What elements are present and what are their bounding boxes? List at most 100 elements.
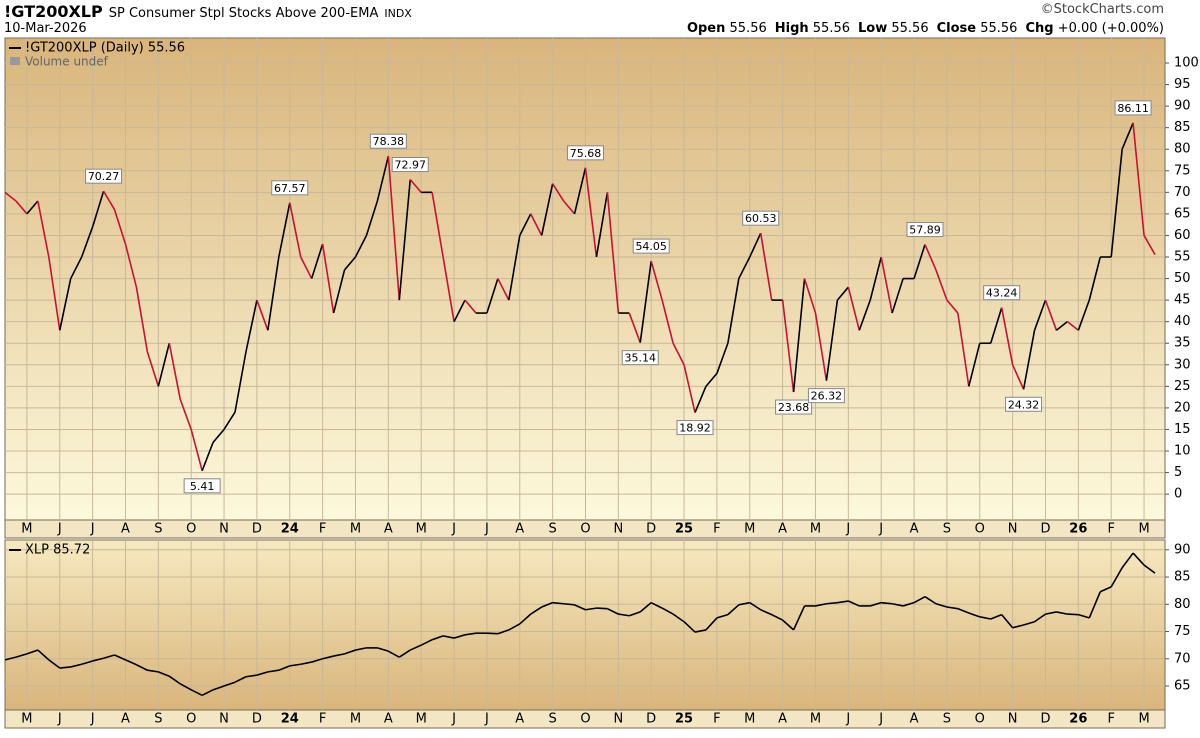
line-segment bbox=[781, 300, 795, 393]
line-segment bbox=[629, 611, 641, 617]
line-segment bbox=[497, 629, 510, 635]
label-box bbox=[742, 210, 780, 226]
line-segment bbox=[935, 602, 948, 608]
line-segment bbox=[530, 606, 543, 615]
line-segment bbox=[519, 213, 532, 236]
quote-value: 55.56 bbox=[980, 21, 1018, 36]
label-box bbox=[775, 399, 813, 415]
line-segment bbox=[1121, 122, 1134, 150]
line-segment bbox=[234, 676, 247, 683]
x-tick-label: M bbox=[416, 712, 427, 727]
line-segment bbox=[792, 278, 806, 393]
x-tick-label: J bbox=[878, 712, 883, 727]
line-segment bbox=[1001, 614, 1014, 629]
x-tick-label: M bbox=[21, 522, 32, 537]
line-segment bbox=[880, 256, 893, 314]
line-segment bbox=[727, 604, 740, 616]
line-segment bbox=[1023, 620, 1035, 626]
line-segment bbox=[989, 307, 1003, 344]
y-tick-label: 75 bbox=[1174, 163, 1191, 178]
line-segment bbox=[377, 647, 389, 652]
line-segment bbox=[48, 659, 61, 669]
data-label: 70.27 bbox=[88, 170, 120, 183]
x-tick-label: 25 bbox=[675, 522, 693, 537]
line-segment bbox=[344, 649, 356, 655]
line-segment bbox=[870, 601, 882, 607]
line-segment bbox=[80, 226, 94, 258]
line-segment bbox=[58, 278, 72, 331]
line-segment bbox=[738, 256, 751, 279]
line-segment bbox=[365, 200, 379, 236]
line-segment bbox=[508, 623, 521, 631]
x-tick-label: A bbox=[778, 712, 787, 727]
y-tick-label: 100 bbox=[1174, 56, 1199, 71]
x-tick-label: O bbox=[975, 712, 985, 727]
line-segment bbox=[573, 167, 587, 215]
line-segment bbox=[672, 613, 685, 623]
line-segment bbox=[705, 617, 718, 631]
line-segment bbox=[530, 213, 543, 236]
line-segment bbox=[1132, 122, 1145, 236]
x-tick-label: 25 bbox=[675, 712, 693, 727]
line-segment bbox=[968, 343, 981, 387]
x-tick-label: D bbox=[1040, 522, 1050, 537]
exchange: INDX bbox=[384, 7, 412, 20]
line-segment bbox=[683, 364, 696, 413]
line-segment bbox=[409, 644, 422, 651]
line-segment bbox=[124, 243, 138, 288]
line-segment bbox=[256, 671, 269, 676]
line-segment bbox=[332, 269, 346, 314]
line-segment bbox=[92, 657, 104, 662]
data-label: 43.24 bbox=[986, 287, 1018, 300]
x-tick-label: F bbox=[713, 712, 720, 727]
line-segment bbox=[1132, 552, 1145, 566]
label-box bbox=[632, 238, 670, 254]
line-segment bbox=[486, 278, 499, 314]
line-segment bbox=[114, 654, 126, 661]
line-segment bbox=[650, 601, 663, 609]
data-label: 24.32 bbox=[1008, 398, 1040, 411]
x-tick-label: S bbox=[943, 522, 951, 537]
y-tick-label: 10 bbox=[1174, 444, 1191, 459]
line-segment bbox=[26, 649, 39, 655]
x-tick-label: J bbox=[878, 522, 883, 537]
line-segment bbox=[661, 607, 674, 615]
line-segment bbox=[1034, 613, 1046, 623]
line-segment bbox=[782, 619, 795, 631]
data-label: 57.89 bbox=[909, 224, 941, 237]
line-segment bbox=[4, 191, 17, 202]
line-segment bbox=[1044, 299, 1058, 331]
line-segment bbox=[585, 607, 597, 611]
line-segment bbox=[310, 243, 324, 279]
line-segment bbox=[245, 299, 258, 353]
line-segment bbox=[727, 278, 740, 344]
label-box bbox=[566, 145, 604, 161]
y-tick-label: 55 bbox=[1174, 250, 1191, 265]
line-segment bbox=[552, 601, 564, 605]
x-tick-label: J bbox=[451, 522, 456, 537]
x-tick-label: F bbox=[1107, 522, 1114, 537]
x-tick-label: M bbox=[21, 712, 32, 727]
note-icon bbox=[10, 57, 20, 65]
y-tick-label: 65 bbox=[1174, 206, 1191, 221]
line-segment bbox=[1011, 364, 1025, 390]
x-tick-label: J bbox=[845, 522, 850, 537]
line-segment bbox=[398, 649, 411, 658]
x-tick-label: J bbox=[57, 712, 62, 727]
line-segment bbox=[628, 312, 641, 343]
line-segment bbox=[1045, 611, 1057, 615]
y-tick-label: 30 bbox=[1174, 357, 1191, 372]
quote-label: Chg bbox=[1025, 21, 1054, 36]
x-tick-label: S bbox=[548, 712, 556, 727]
line-segment bbox=[1121, 552, 1134, 569]
line-segment bbox=[562, 200, 576, 215]
label-box bbox=[676, 420, 714, 436]
line-segment bbox=[442, 256, 455, 322]
line-segment bbox=[91, 190, 105, 228]
y-tick-label: 75 bbox=[1174, 624, 1191, 639]
quote-label: Low bbox=[858, 21, 888, 36]
line-segment bbox=[201, 442, 214, 472]
label-box bbox=[1005, 396, 1043, 412]
x-tick-label: A bbox=[384, 522, 393, 537]
line-segment bbox=[1110, 149, 1123, 258]
